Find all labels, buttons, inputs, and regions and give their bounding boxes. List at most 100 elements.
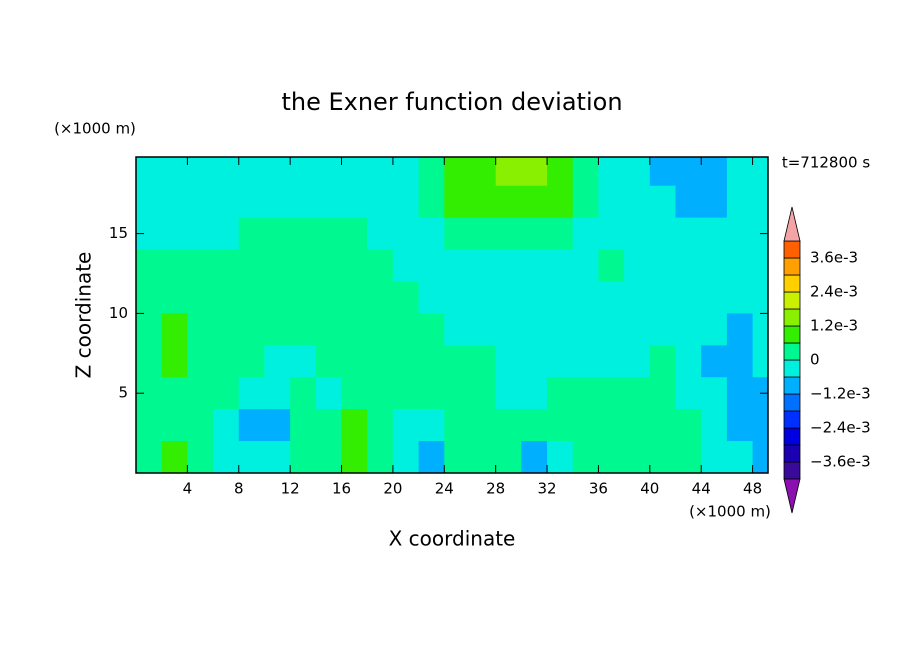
contour-cell	[187, 281, 214, 314]
colorbar-box	[783, 359, 801, 378]
contour-cell	[238, 157, 265, 187]
contour-cell	[495, 441, 522, 473]
contour-cell	[238, 409, 265, 442]
contour-cell	[315, 345, 343, 378]
contour-cell	[187, 313, 214, 346]
contour-cell	[341, 345, 368, 378]
contour-cell	[572, 377, 599, 410]
contour-cell	[701, 345, 728, 378]
colorbar-label: 3.6e-3	[810, 249, 858, 267]
contour-cell	[495, 249, 522, 282]
contour-cell	[213, 441, 240, 473]
contour-cell	[315, 313, 343, 346]
x-tick-label: 32	[538, 480, 557, 498]
contour-cell	[213, 249, 240, 282]
contour-cell	[572, 157, 599, 187]
contour-cell	[521, 377, 548, 410]
contour-cell	[469, 185, 497, 219]
contour-cell	[161, 313, 188, 346]
contour-cell	[392, 377, 420, 410]
contour-cell	[161, 409, 188, 442]
contour-cell	[187, 377, 214, 410]
contour-cell	[675, 409, 702, 442]
contour-cell	[136, 345, 163, 378]
contour-cell	[701, 441, 728, 473]
contour-cell	[521, 441, 548, 473]
colorbar-box	[783, 325, 801, 344]
contour-cell	[315, 281, 343, 314]
y-tick-label: 10	[109, 304, 128, 322]
contour-cell	[444, 313, 471, 346]
contour-cell	[187, 185, 214, 219]
contour-cell	[444, 409, 471, 442]
contour-cell	[495, 377, 522, 410]
contour-cell	[264, 185, 291, 219]
contour-cell	[521, 409, 548, 442]
contour-cell	[290, 217, 317, 251]
contour-cell	[444, 217, 471, 251]
contour-cell	[315, 377, 343, 410]
contour-cell	[521, 345, 548, 378]
contour-cell	[418, 345, 445, 378]
contour-cell	[367, 217, 394, 251]
contour-cell	[675, 281, 702, 314]
colorbar-box	[783, 393, 801, 412]
contour-cell	[213, 345, 240, 378]
x-tick-label: 16	[332, 480, 351, 498]
contour-cell	[521, 185, 548, 219]
contour-cell	[264, 157, 291, 187]
contour-cell	[367, 281, 394, 314]
contour-cell	[649, 281, 677, 314]
contour-cell	[341, 313, 368, 346]
contour-cell	[726, 441, 754, 473]
field	[136, 157, 768, 473]
colorbar-label: −2.4e-3	[810, 419, 871, 437]
contour-cell	[444, 157, 471, 187]
contour-cell	[624, 345, 651, 378]
x-tick-label: 44	[692, 480, 711, 498]
contour-cell	[649, 409, 677, 442]
colorbar-box	[783, 274, 801, 293]
contour-cell	[469, 409, 497, 442]
contour-cell	[315, 157, 343, 187]
contour-cell	[624, 441, 651, 473]
contour-cell	[315, 249, 343, 282]
contour-cell	[418, 249, 445, 282]
contour-cell	[341, 441, 368, 473]
x-axis-label: X coordinate	[389, 527, 516, 551]
colorbar-box	[783, 461, 801, 480]
contour-cell	[136, 157, 163, 187]
contour-cell	[136, 409, 163, 442]
contour-cell	[367, 185, 394, 219]
contour-cell	[315, 409, 343, 442]
contour-cell	[675, 377, 702, 410]
x-tick-label: 36	[589, 480, 608, 498]
contour-cell	[341, 157, 368, 187]
contour-cell	[213, 185, 240, 219]
contour-cell	[136, 185, 163, 219]
contour-cell	[701, 217, 728, 251]
contour-cell	[675, 157, 702, 187]
contour-cell	[598, 217, 625, 251]
x-tick-label: 20	[383, 480, 402, 498]
contour-cell	[624, 409, 651, 442]
x-tick-label: 40	[640, 480, 659, 498]
contour-cell	[392, 345, 420, 378]
contour-cell	[161, 249, 188, 282]
contour-cell	[290, 249, 317, 282]
x-tick-label: 24	[435, 480, 454, 498]
contour-cell	[418, 281, 445, 314]
contour-cell	[675, 185, 702, 219]
contour-cell	[136, 249, 163, 282]
contour-cell	[367, 377, 394, 410]
contour-cell	[726, 185, 754, 219]
contour-cell	[598, 441, 625, 473]
contour-cell	[572, 217, 599, 251]
contour-cell	[547, 313, 574, 346]
contour-cell	[726, 217, 754, 251]
contour-cell	[213, 281, 240, 314]
contour-cell	[598, 157, 625, 187]
contour-cell	[136, 441, 163, 473]
contour-cell	[367, 157, 394, 187]
time-label: t=712800 s	[782, 154, 870, 172]
